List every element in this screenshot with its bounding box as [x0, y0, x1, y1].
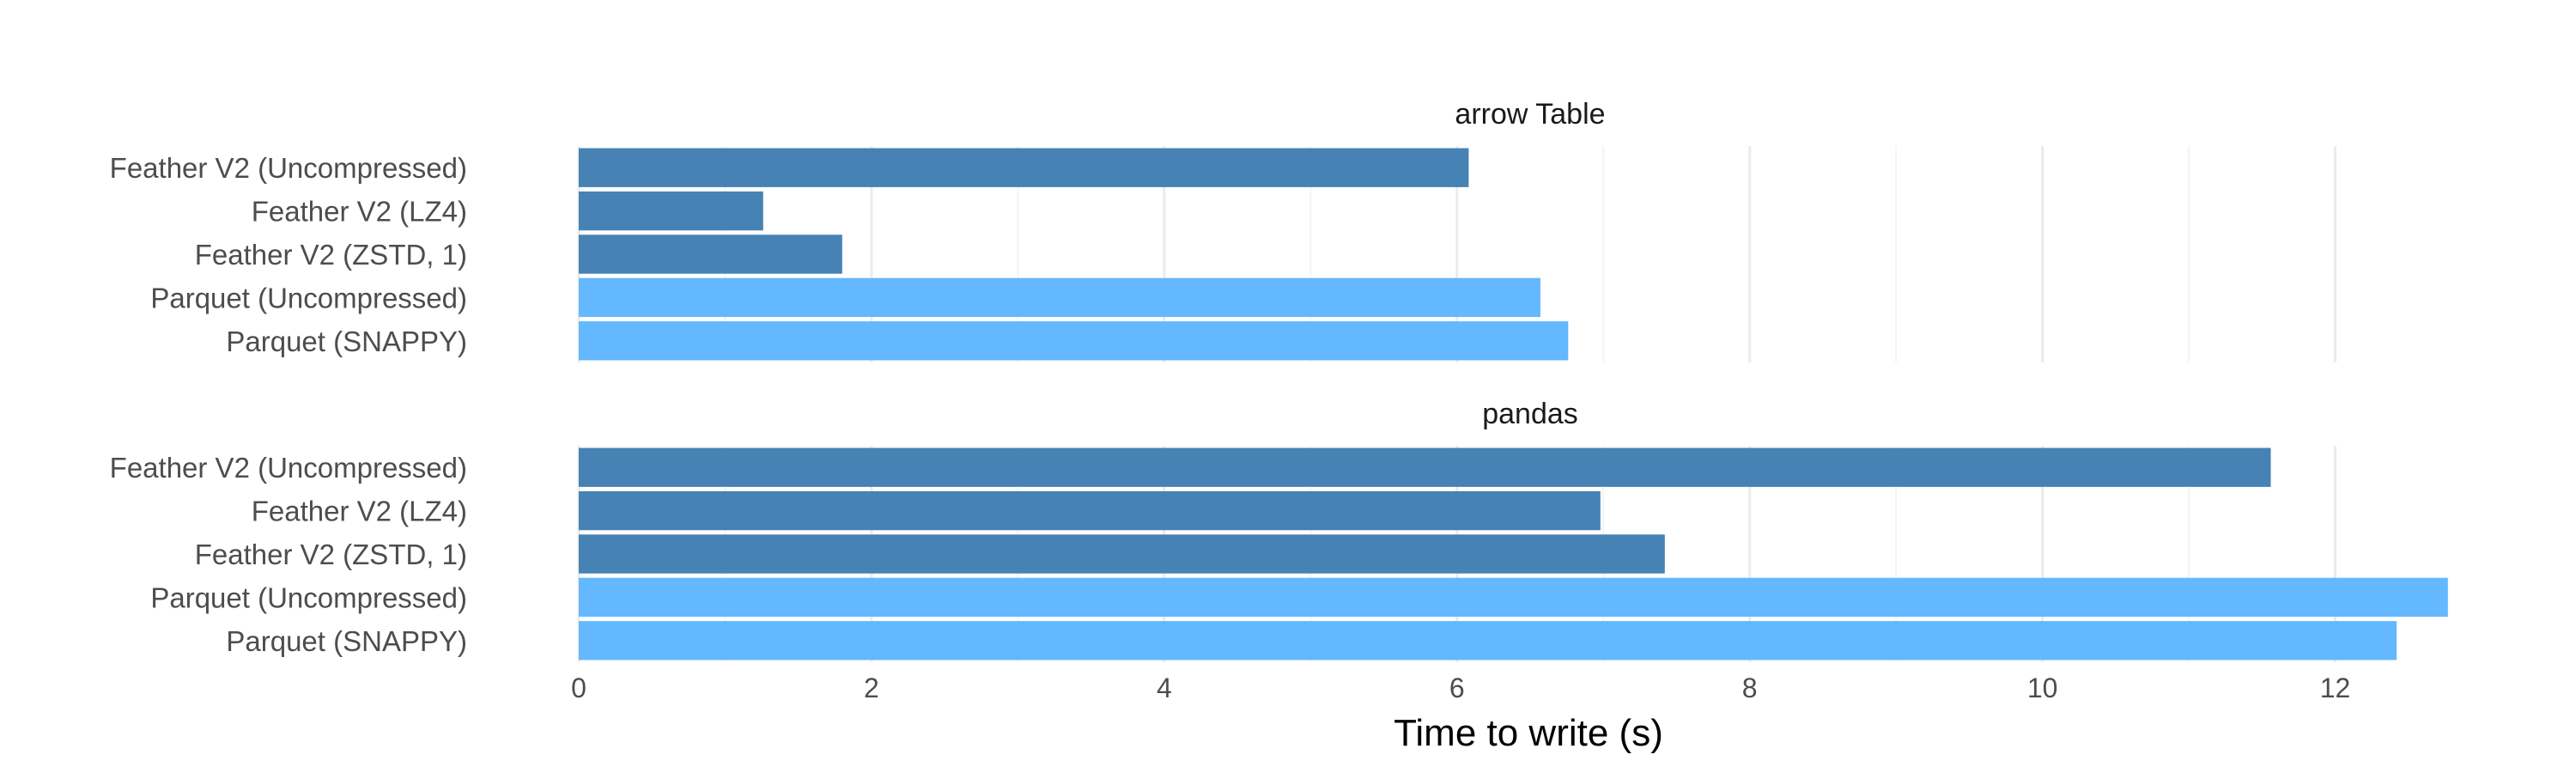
bar	[579, 191, 763, 231]
x-axis: 0 2 4 6 8 10 12	[571, 673, 2350, 703]
bar	[579, 577, 2448, 618]
category-label: Feather V2 (ZSTD, 1)	[195, 539, 467, 570]
panel-title: arrow Table	[1455, 98, 1605, 131]
panel-title: pandas	[1482, 398, 1578, 430]
x-tick-label: 4	[1157, 673, 1172, 703]
x-tick-label: 6	[1449, 673, 1465, 703]
bar	[579, 321, 1569, 361]
x-axis-title: Time to write (s)	[1394, 712, 1663, 754]
category-label: Feather V2 (ZSTD, 1)	[195, 239, 467, 271]
category-label: Feather V2 (Uncompressed)	[110, 452, 467, 484]
x-tick-label: 2	[864, 673, 879, 703]
category-label: Feather V2 (Uncompressed)	[110, 152, 467, 184]
bar	[579, 490, 1601, 531]
bar	[579, 277, 1540, 318]
bar	[579, 234, 842, 274]
x-tick-label: 8	[1742, 673, 1758, 703]
x-tick-label: 0	[571, 673, 586, 703]
category-label: Parquet (SNAPPY)	[226, 326, 467, 357]
bar	[579, 534, 1665, 574]
bar	[579, 621, 2397, 660]
category-label: Feather V2 (LZ4)	[252, 196, 467, 228]
panel-1: pandas Feather V2 (Uncompressed) Feather V…	[110, 398, 2448, 662]
panel-0: arrow Table Feather V2 (Uncompressed) Feat…	[110, 98, 2337, 362]
x-tick-label: 10	[2027, 673, 2058, 703]
category-label: Parquet (Uncompressed)	[150, 282, 467, 313]
bar	[579, 148, 1469, 187]
bar	[579, 447, 2271, 487]
category-label: Feather V2 (LZ4)	[252, 496, 467, 527]
category-label: Parquet (Uncompressed)	[150, 581, 467, 613]
x-tick-label: 12	[2320, 673, 2351, 703]
category-label: Parquet (SNAPPY)	[226, 625, 467, 657]
